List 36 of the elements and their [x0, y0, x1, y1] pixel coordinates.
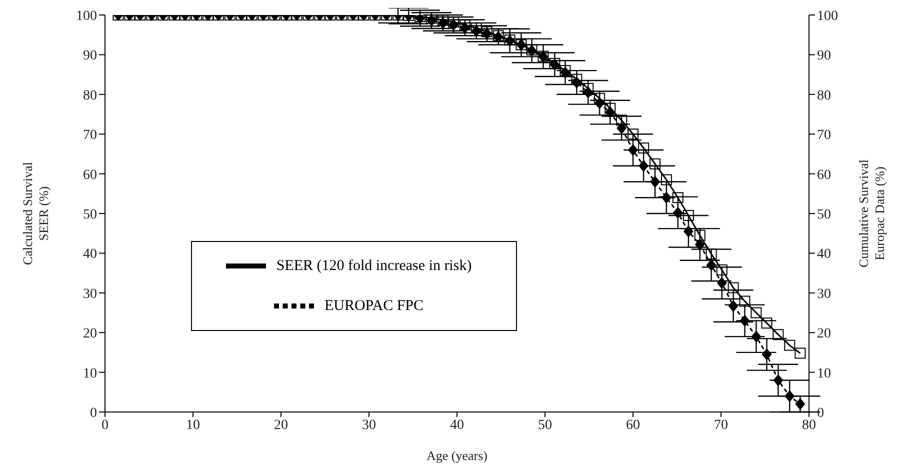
x-tick-label: 80 [802, 418, 816, 433]
y2-tick-label: 10 [817, 366, 831, 382]
legend-label: EUROPAC FPC [324, 298, 424, 314]
y2-tick-label: 0 [817, 406, 824, 421]
y-tick-label: 10 [83, 366, 97, 382]
y2-tick-label: 60 [817, 168, 831, 183]
x-tick-label: 40 [450, 418, 464, 433]
y2-tick-label: 50 [817, 207, 831, 222]
y-tick-label: 60 [83, 168, 97, 183]
y2-tick-label: 80 [817, 88, 831, 104]
y-tick-label: 80 [83, 88, 97, 104]
x-tick-label: 20 [274, 418, 288, 433]
y-tick-label: 0 [90, 406, 97, 421]
y2-tick-label: 20 [817, 326, 831, 342]
x-tick-label: 70 [714, 418, 728, 433]
y2-tick-label: 100 [817, 8, 838, 24]
y-tick-label: 90 [83, 48, 97, 64]
y-tick-label: 70 [83, 128, 97, 144]
y-tick-label: 100 [76, 8, 97, 24]
y2-tick-label: 70 [817, 128, 831, 144]
x-tick-label: 30 [362, 418, 376, 433]
y-tick-label: 50 [83, 207, 97, 222]
x-tick-label: 50 [538, 418, 552, 433]
y2-tick-label: 90 [817, 48, 831, 64]
x-tick-label: 0 [102, 418, 108, 433]
legend-label: SEER (120 fold increase in risk) [276, 258, 472, 274]
x-tick-label: 60 [626, 418, 640, 433]
y2-tick-label: 30 [817, 286, 831, 302]
y-tick-label: 30 [83, 286, 97, 302]
y-axis-title: Calculated Survival SEER (%) [20, 162, 51, 265]
x-axis-title: Age (years) [426, 448, 488, 463]
y2-tick-label: 40 [817, 247, 831, 262]
x-tick-label: 10 [186, 418, 200, 433]
y-tick-label: 40 [83, 247, 97, 262]
y2-axis-title: Cumulative Survival Europac Data (%) [856, 159, 887, 268]
y-tick-label: 20 [83, 326, 97, 342]
